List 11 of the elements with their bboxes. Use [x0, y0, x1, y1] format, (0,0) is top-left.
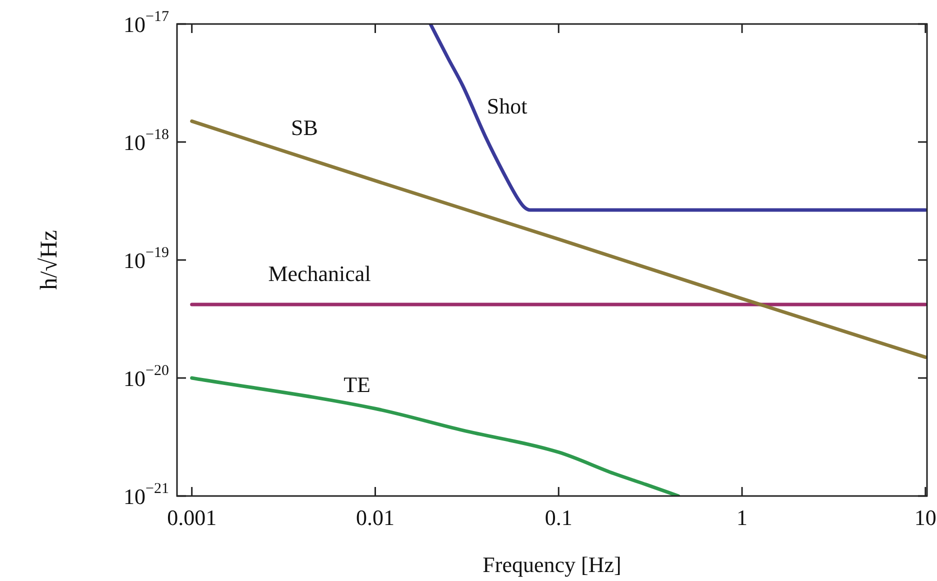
series-label: Shot — [486, 94, 528, 119]
x-tick-label: 10 — [914, 504, 936, 530]
x-tick-label: 0.1 — [544, 504, 572, 530]
x-tick-label: 0.01 — [356, 504, 394, 530]
series-label: Mechanical — [268, 261, 371, 286]
x-tick-label: 0.001 — [167, 504, 217, 530]
x-tick-label: 1 — [736, 504, 748, 530]
series-label: SB — [291, 114, 318, 140]
x-axis-title: Frequency [Hz] — [482, 552, 622, 577]
y-axis-title: h/√Hz — [36, 230, 62, 290]
series-label: TE — [344, 372, 370, 398]
